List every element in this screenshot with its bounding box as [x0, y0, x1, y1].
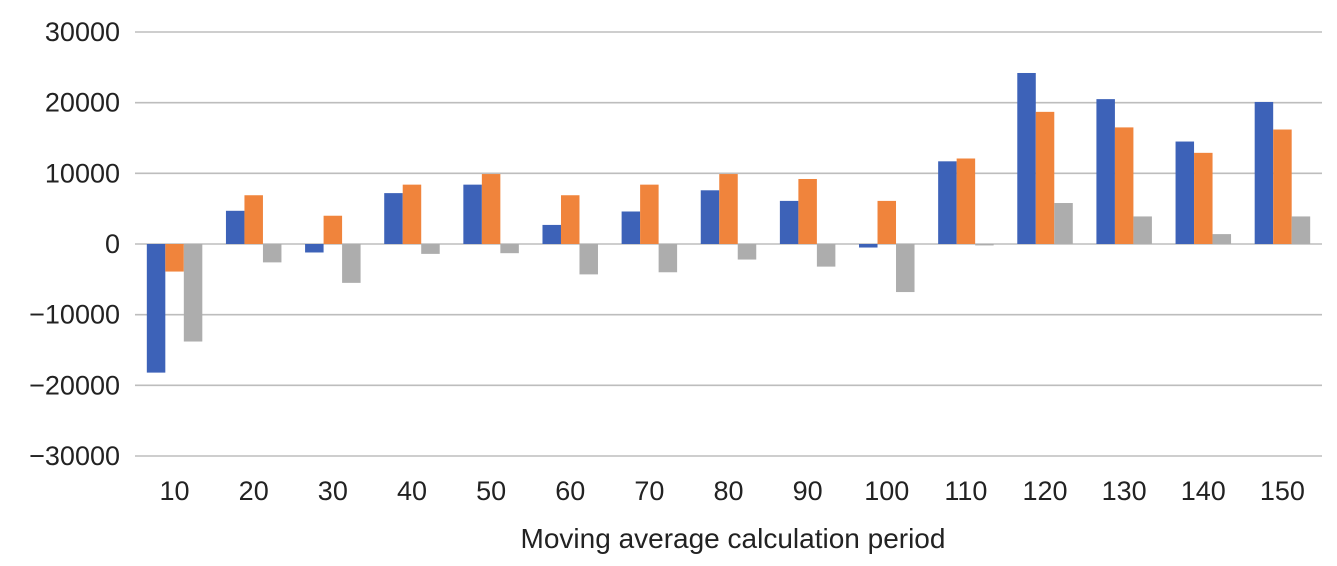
x-axis-title: Moving average calculation period — [521, 523, 946, 554]
bar-40-series-2 — [402, 184, 422, 244]
y-tick-label: 0 — [105, 229, 120, 259]
bar-40-series-3 — [421, 244, 440, 254]
y-tick-label: 20000 — [45, 88, 120, 118]
x-tick-label: 40 — [397, 476, 427, 506]
bar-50-series-3 — [500, 244, 519, 254]
bar-30-series-1 — [305, 244, 324, 253]
x-tick-label: 140 — [1181, 476, 1226, 506]
bars — [146, 72, 1311, 373]
bar-10-series-3 — [183, 244, 203, 342]
bar-20-series-1 — [225, 210, 245, 244]
x-tick-label: 120 — [1023, 476, 1068, 506]
bar-60-series-2 — [560, 195, 580, 244]
bar-110-series-2 — [956, 158, 976, 244]
x-tick-label: 110 — [944, 476, 987, 506]
bar-50-series-2 — [481, 174, 501, 244]
y-tick-label: −10000 — [29, 300, 120, 330]
x-tick-label: 70 — [634, 476, 664, 506]
bar-100-series-3 — [896, 244, 915, 293]
bar-110-series-3 — [975, 244, 994, 246]
y-axis-tick-labels: 30000 20000 10000 0 −10000 −20000 −30000 — [29, 17, 120, 471]
bar-70-series-2 — [640, 184, 659, 244]
bar-80-series-1 — [700, 190, 720, 244]
bar-100-series-1 — [859, 244, 878, 248]
bar-90-series-1 — [779, 200, 799, 244]
bar-110-series-1 — [938, 161, 957, 244]
x-tick-label: 20 — [239, 476, 269, 506]
y-tick-label: 30000 — [45, 17, 120, 47]
bar-30-series-3 — [342, 244, 361, 283]
x-tick-label: 10 — [160, 476, 190, 506]
bar-130-series-3 — [1133, 216, 1152, 244]
x-tick-label: 90 — [793, 476, 823, 506]
bar-20-series-3 — [262, 244, 282, 263]
bar-50-series-1 — [463, 184, 482, 244]
bar-120-series-1 — [1017, 72, 1036, 244]
bar-60-series-1 — [542, 224, 561, 244]
x-tick-label: 100 — [864, 476, 909, 506]
bar-40-series-1 — [384, 193, 403, 244]
bar-150-series-3 — [1291, 216, 1311, 244]
y-tick-label: 10000 — [45, 158, 120, 188]
bar-120-series-2 — [1035, 111, 1055, 244]
bar-150-series-1 — [1254, 101, 1274, 245]
x-tick-label: 130 — [1102, 476, 1147, 506]
y-tick-label: −30000 — [29, 441, 120, 471]
bar-20-series-2 — [244, 195, 263, 244]
bar-90-series-2 — [798, 178, 817, 244]
bar-10-series-1 — [146, 244, 166, 373]
bar-150-series-2 — [1273, 129, 1292, 244]
x-tick-label: 50 — [476, 476, 506, 506]
bar-130-series-1 — [1096, 99, 1115, 244]
bar-90-series-3 — [816, 244, 836, 267]
bar-80-series-3 — [737, 244, 757, 260]
x-tick-label: 80 — [713, 476, 743, 506]
bar-70-series-3 — [658, 244, 678, 273]
bar-70-series-1 — [621, 211, 641, 244]
x-tick-label: 60 — [555, 476, 585, 506]
bar-140-series-1 — [1175, 141, 1195, 244]
y-tick-label: −20000 — [29, 370, 120, 400]
bar-100-series-2 — [877, 200, 897, 244]
bar-140-series-3 — [1212, 234, 1232, 244]
bar-30-series-2 — [323, 215, 343, 244]
x-tick-label: 150 — [1260, 476, 1305, 506]
bar-140-series-2 — [1194, 152, 1213, 244]
bar-60-series-3 — [579, 244, 598, 275]
bar-10-series-2 — [165, 244, 184, 272]
bar-120-series-3 — [1054, 203, 1073, 244]
x-axis-tick-labels: 10 20 30 40 50 60 70 80 90 100 110 120 130 140 150 — [160, 476, 1305, 506]
x-tick-label: 30 — [318, 476, 348, 506]
bar-80-series-2 — [719, 174, 738, 244]
bar-130-series-2 — [1114, 127, 1134, 244]
